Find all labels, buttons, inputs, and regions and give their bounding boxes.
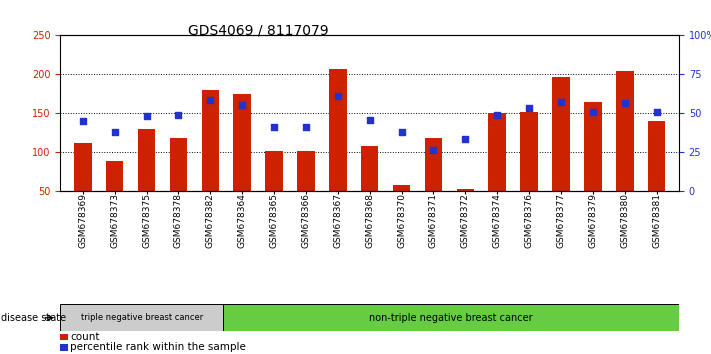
Bar [170,138,187,191]
Bar [648,121,665,191]
Point [332,93,343,99]
Text: GSM678371: GSM678371 [429,193,438,248]
Bar [329,69,346,191]
Bar [138,129,155,191]
Text: GSM678365: GSM678365 [269,193,279,248]
Text: GSM678370: GSM678370 [397,193,406,248]
Text: non-triple negative breast cancer: non-triple negative breast cancer [369,313,533,323]
Text: GSM678372: GSM678372 [461,193,470,248]
Bar [584,102,602,191]
Point [268,124,279,129]
Text: GSM678376: GSM678376 [525,193,534,248]
Text: GSM678374: GSM678374 [493,193,502,248]
Text: count: count [70,332,100,342]
Bar [60,344,68,350]
Text: GSM678379: GSM678379 [589,193,597,248]
Bar [201,90,219,191]
Point [300,125,311,130]
Bar [520,112,538,191]
Bar [106,161,124,191]
Text: GDS4069 / 8117079: GDS4069 / 8117079 [188,23,329,37]
Point [491,112,503,118]
Point [77,118,88,124]
Text: GSM678369: GSM678369 [78,193,87,248]
Bar [233,94,251,191]
Point [651,109,663,115]
Text: GSM678375: GSM678375 [142,193,151,248]
Text: GSM678368: GSM678368 [365,193,374,248]
Bar [60,334,68,340]
Text: GSM678373: GSM678373 [110,193,119,248]
Text: GSM678380: GSM678380 [620,193,629,248]
Point [396,129,407,135]
Text: GSM678382: GSM678382 [205,193,215,248]
Bar [223,304,679,331]
Point [173,112,184,118]
Bar [297,152,315,191]
Text: disease state: disease state [1,313,66,323]
Point [587,109,599,115]
Point [109,129,120,135]
Point [205,97,216,103]
Point [141,113,152,119]
Text: GSM678366: GSM678366 [301,193,311,248]
Text: GSM678378: GSM678378 [174,193,183,248]
Point [237,103,248,108]
Text: GSM678367: GSM678367 [333,193,342,248]
Point [460,136,471,142]
Bar [488,113,506,191]
Bar [74,143,92,191]
Bar [265,152,283,191]
Point [364,117,375,122]
Point [619,100,631,106]
Text: percentile rank within the sample: percentile rank within the sample [70,342,246,352]
Text: GSM678364: GSM678364 [237,193,247,248]
Point [523,105,535,111]
Bar [456,189,474,191]
Bar [616,71,634,191]
Point [555,99,567,104]
Bar [552,77,570,191]
Text: GSM678377: GSM678377 [557,193,565,248]
Bar [393,185,410,191]
Bar [60,304,223,331]
Text: GSM678381: GSM678381 [652,193,661,248]
Bar [424,138,442,191]
Text: triple negative breast cancer: triple negative breast cancer [81,313,203,322]
Point [428,147,439,153]
Bar [361,146,378,191]
